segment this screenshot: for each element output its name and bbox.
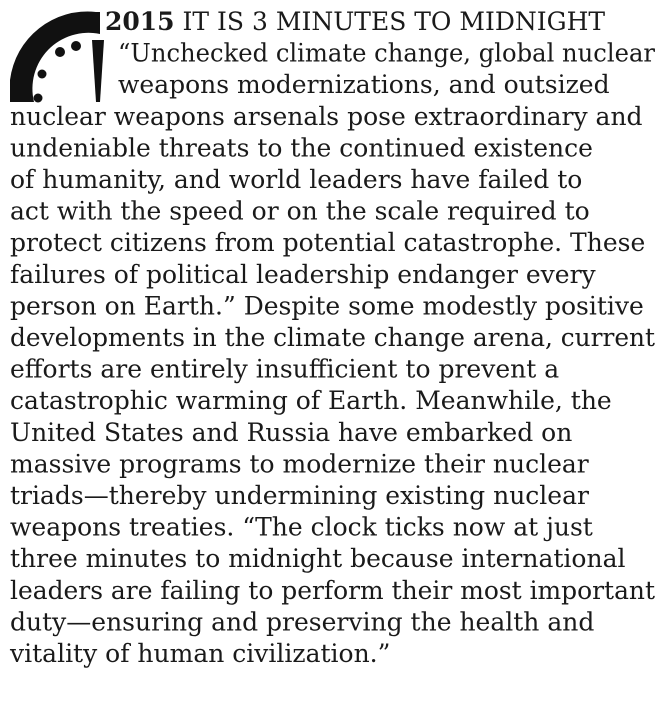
clock-icon	[10, 11, 104, 103]
body-line: of humanity, and world leaders have fail…	[10, 165, 582, 194]
body-line: protect citizens from potential catastro…	[10, 228, 645, 257]
body-line: United States and Russia have embarked o…	[10, 418, 572, 447]
body-line: weapons modernizations, and outsized	[118, 70, 610, 99]
clock-arc	[10, 11, 100, 103]
body-line: person on Earth.” Despite some modestly …	[10, 291, 644, 320]
body-line: failures of political leadership endange…	[10, 260, 597, 289]
body-line: leaders are failing to perform their mos…	[10, 576, 655, 605]
heading-title: IT IS 3 MINUTES TO MIDNIGHT	[183, 7, 606, 36]
body-line: vitality of human civilization.”	[9, 639, 390, 668]
clock-dot	[55, 47, 65, 57]
body-line: “Unchecked climate change, global nuclea…	[118, 39, 655, 68]
body-line: three minutes to midnight because intern…	[10, 544, 625, 573]
clock-dot	[71, 41, 81, 51]
body-line: undeniable threats to the continued exis…	[10, 133, 593, 162]
heading: 2015 IT IS 3 MINUTES TO MIDNIGHT	[105, 7, 605, 36]
body-line: massive programs to modernize their nucl…	[10, 449, 589, 478]
clock-dot	[33, 93, 43, 103]
heading-year: 2015	[105, 7, 175, 36]
body-line: catastrophic warming of Earth. Meanwhile…	[10, 386, 612, 415]
body-line: developments in the climate change arena…	[10, 323, 655, 352]
body-line: weapons treaties. “The clock ticks now a…	[10, 513, 593, 542]
clock-dot	[37, 69, 47, 79]
body-line: duty—ensuring and preserving the health …	[10, 607, 594, 636]
body-line: act with the speed or on the scale requi…	[10, 197, 590, 226]
clock-hand	[92, 40, 104, 102]
body-line: nuclear weapons arsenals pose extraordin…	[10, 102, 643, 131]
body-line: triads—thereby undermining existing nucl…	[10, 481, 589, 510]
body-line: efforts are entirely insufficient to pre…	[10, 355, 559, 384]
